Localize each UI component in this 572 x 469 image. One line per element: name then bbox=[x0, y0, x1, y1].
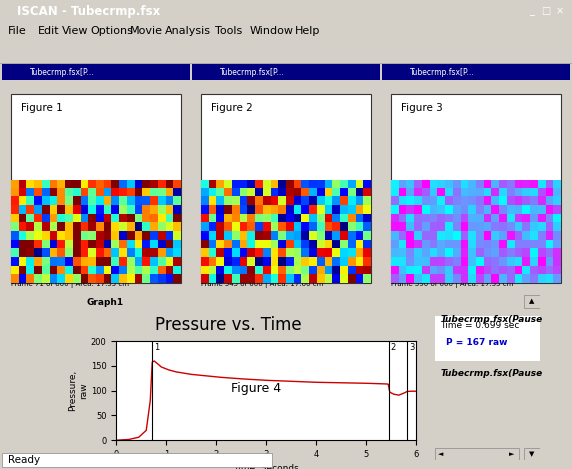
Bar bbox=[391, 94, 561, 283]
Text: View: View bbox=[62, 26, 89, 36]
Text: Graph1: Graph1 bbox=[86, 298, 124, 307]
Bar bbox=[11, 94, 181, 283]
Text: Tubecrmp.fsx(Pause: Tubecrmp.fsx(Pause bbox=[440, 369, 542, 378]
Bar bbox=[382, 64, 570, 80]
Y-axis label: Pressure,
raw: Pressure, raw bbox=[69, 370, 88, 411]
Text: 1: 1 bbox=[154, 343, 160, 352]
Text: ×: × bbox=[555, 6, 563, 16]
Text: ◄: ◄ bbox=[438, 451, 443, 457]
Bar bbox=[2, 64, 190, 80]
Text: ►: ► bbox=[509, 451, 514, 457]
Text: Pressure vs. Time: Pressure vs. Time bbox=[156, 317, 302, 334]
Text: Frame 590 of 600 | Area: 17.55 cm: Frame 590 of 600 | Area: 17.55 cm bbox=[391, 281, 514, 288]
Text: Movie: Movie bbox=[130, 26, 163, 36]
Text: 2: 2 bbox=[391, 343, 396, 352]
Bar bbox=[2, 453, 272, 467]
Text: Tubecrmp.fsx[P...: Tubecrmp.fsx[P... bbox=[220, 68, 285, 76]
Text: ▼: ▼ bbox=[530, 451, 535, 457]
Text: Figure 1: Figure 1 bbox=[21, 103, 62, 113]
Text: Help: Help bbox=[295, 26, 320, 36]
Text: _: _ bbox=[530, 6, 534, 16]
Bar bbox=[201, 94, 371, 283]
Bar bbox=[435, 317, 540, 361]
Text: Edit: Edit bbox=[38, 26, 59, 36]
Text: Time = 0.699 sec: Time = 0.699 sec bbox=[440, 321, 519, 330]
Text: Figure 2: Figure 2 bbox=[211, 103, 253, 113]
Bar bbox=[525, 295, 540, 308]
Text: Frame 71 of 600 | Area: 17.55 cm²: Frame 71 of 600 | Area: 17.55 cm² bbox=[11, 280, 132, 288]
Text: Figure 4: Figure 4 bbox=[231, 382, 281, 395]
Bar bbox=[525, 448, 540, 460]
Bar bbox=[60, 295, 435, 310]
Text: □: □ bbox=[541, 6, 550, 16]
Bar bbox=[192, 64, 380, 80]
Text: Ready: Ready bbox=[8, 455, 40, 465]
Text: Tubecrmp.fsx(Pause: Tubecrmp.fsx(Pause bbox=[440, 315, 542, 324]
Text: Options: Options bbox=[90, 26, 133, 36]
X-axis label: Time, Seconds: Time, Seconds bbox=[233, 464, 299, 469]
Text: Figure 3: Figure 3 bbox=[401, 103, 443, 113]
Bar bbox=[435, 448, 519, 460]
Text: File: File bbox=[8, 26, 27, 36]
Text: ▲: ▲ bbox=[530, 299, 535, 304]
Text: Frame 545 of 600 | Area: 17.60 cm: Frame 545 of 600 | Area: 17.60 cm bbox=[201, 281, 324, 288]
Text: Window: Window bbox=[250, 26, 294, 36]
Text: Tubecrmp.fsx[P...: Tubecrmp.fsx[P... bbox=[410, 68, 475, 76]
Text: Tubecrmp.fsx[P...: Tubecrmp.fsx[P... bbox=[30, 68, 95, 76]
Text: Analysis: Analysis bbox=[165, 26, 211, 36]
Text: Tools: Tools bbox=[215, 26, 243, 36]
Text: ISCAN - Tubecrmp.fsx: ISCAN - Tubecrmp.fsx bbox=[17, 5, 160, 17]
Text: 3: 3 bbox=[409, 343, 415, 352]
Text: P = 167 raw: P = 167 raw bbox=[446, 338, 507, 347]
